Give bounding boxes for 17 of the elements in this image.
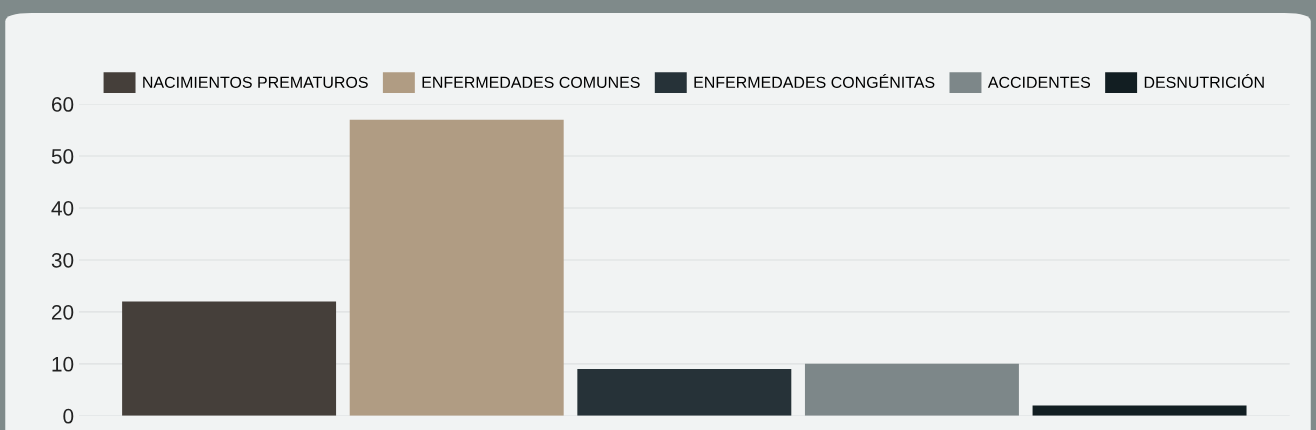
y-tick-label: 40 (51, 200, 74, 216)
bar (577, 369, 792, 416)
y-tick-label: 20 (51, 304, 74, 320)
y-tick-label: 0 (63, 408, 74, 424)
legend-label: DESNUTRICIÓN (1144, 74, 1264, 89)
bar (1032, 405, 1247, 416)
legend-label: ENFERMEDADES CONGÉNITAS (694, 74, 935, 89)
bar (122, 301, 337, 416)
bar (804, 363, 1019, 416)
y-tick-label: 50 (51, 149, 74, 164)
legend-label: ENFERMEDADES COMUNES (422, 76, 640, 89)
y-tick-label: 10 (52, 356, 74, 372)
legend-label: ACCIDENTES (987, 76, 1091, 89)
y-tick-label: 30 (51, 252, 74, 268)
y-tick-label: 60 (51, 97, 74, 112)
legend-label: NACIMIENTOS PREMATUROS (143, 76, 368, 89)
bar (349, 119, 564, 416)
